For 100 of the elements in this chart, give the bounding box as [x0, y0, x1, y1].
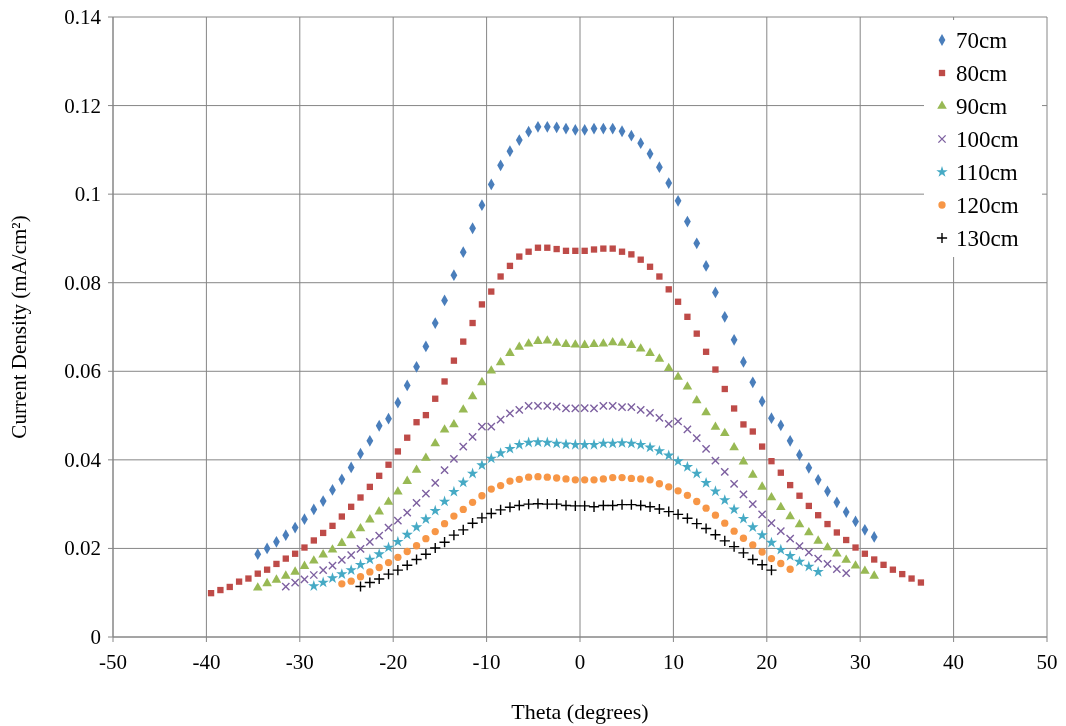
point	[438, 495, 451, 507]
point	[410, 553, 423, 566]
point	[506, 477, 514, 485]
legend-label: 80cm	[956, 61, 1008, 86]
point	[550, 498, 563, 510]
y-tick-label: 0	[90, 625, 101, 649]
point	[403, 547, 411, 556]
point	[737, 512, 750, 524]
point	[597, 437, 610, 449]
point	[534, 473, 542, 481]
point	[513, 499, 526, 512]
point	[616, 437, 628, 448]
point	[662, 505, 675, 518]
point	[541, 436, 553, 448]
point	[739, 534, 748, 542]
legend-label: 100cm	[956, 127, 1019, 152]
point	[700, 476, 712, 488]
x-tick-label: -20	[379, 650, 408, 674]
point	[487, 485, 495, 493]
legend-label: 120cm	[956, 193, 1019, 218]
point	[494, 504, 507, 516]
point	[775, 543, 787, 555]
point	[746, 553, 759, 566]
point	[541, 498, 554, 510]
point	[693, 497, 701, 506]
point	[543, 473, 551, 481]
point	[581, 476, 589, 484]
point	[756, 559, 768, 571]
point	[485, 507, 498, 520]
point	[476, 459, 488, 470]
point	[524, 473, 533, 481]
y-tick-label: 0.12	[64, 93, 101, 118]
point	[627, 474, 636, 483]
point	[711, 511, 720, 519]
point	[504, 442, 516, 454]
point	[607, 437, 619, 449]
point	[737, 547, 750, 559]
point	[522, 436, 535, 448]
point	[681, 460, 694, 472]
point	[793, 555, 806, 567]
point	[466, 467, 479, 479]
point	[401, 559, 414, 572]
point	[504, 501, 516, 514]
point	[597, 499, 610, 512]
point	[588, 500, 600, 513]
point	[420, 513, 432, 525]
point	[588, 438, 600, 450]
point	[513, 438, 525, 450]
point	[384, 558, 393, 567]
point	[429, 542, 442, 554]
point	[730, 527, 738, 535]
point	[429, 504, 441, 516]
point	[646, 476, 654, 484]
point	[382, 568, 395, 580]
point	[552, 474, 561, 482]
point	[532, 436, 544, 447]
point	[457, 476, 469, 488]
point	[618, 473, 626, 482]
point	[691, 467, 703, 479]
point	[786, 565, 794, 573]
point	[683, 491, 692, 499]
point	[392, 564, 404, 576]
point	[749, 541, 757, 549]
point	[457, 524, 470, 536]
x-tick-label: 20	[756, 650, 778, 674]
x-tick-label: 40	[943, 650, 965, 674]
point	[702, 504, 710, 512]
point	[366, 568, 374, 576]
legend-label: 90cm	[956, 94, 1008, 119]
point	[644, 500, 656, 513]
point	[450, 512, 458, 520]
point	[747, 521, 759, 532]
point	[338, 580, 346, 588]
point	[392, 535, 404, 547]
point	[356, 573, 365, 581]
point	[308, 580, 320, 591]
point	[485, 452, 497, 464]
point	[635, 438, 647, 450]
point	[758, 548, 766, 556]
point	[345, 564, 357, 575]
point	[440, 519, 449, 528]
point	[756, 529, 768, 540]
y-tick-label: 0.08	[64, 270, 101, 295]
point	[634, 499, 647, 512]
y-tick-label: 0.04	[64, 447, 102, 472]
point	[496, 481, 505, 490]
point	[672, 508, 684, 521]
x-tick-label: -30	[285, 650, 314, 674]
legend-label: 110cm	[956, 160, 1018, 185]
x-tick-label: 30	[849, 650, 871, 674]
y-tick-label: 0.14	[64, 5, 102, 29]
point	[522, 498, 535, 510]
point	[431, 527, 439, 536]
x-tick-label: -40	[192, 650, 221, 674]
point	[571, 476, 579, 484]
point	[468, 498, 477, 507]
point	[532, 497, 544, 510]
legend-label: 130cm	[956, 226, 1019, 251]
point	[373, 548, 385, 560]
point	[599, 475, 608, 483]
